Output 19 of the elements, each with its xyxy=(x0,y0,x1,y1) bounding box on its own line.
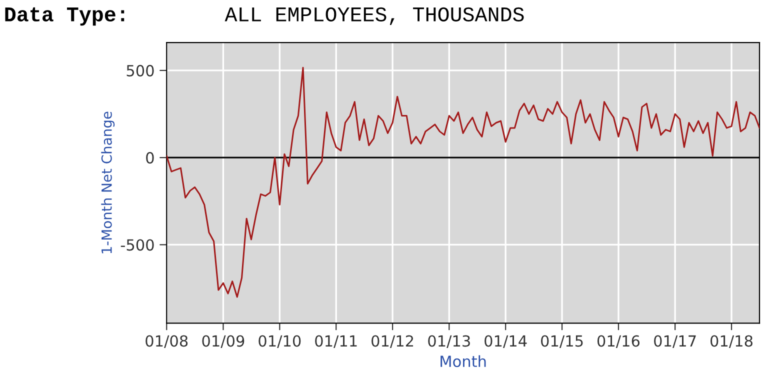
x-tick-label: 01/11 xyxy=(315,335,357,348)
x-tick-label: 01/16 xyxy=(597,335,640,348)
x-tick-label: 01/08 xyxy=(146,335,188,348)
x-tick-label: 01/18 xyxy=(710,335,752,348)
x-tick-label: 01/17 xyxy=(654,335,696,348)
x-tick-label: 01/09 xyxy=(202,335,244,348)
y-tick-label: 500 xyxy=(126,64,154,76)
line-series xyxy=(166,66,760,298)
x-tick-label: 01/15 xyxy=(541,335,583,348)
x-tick-label: 01/12 xyxy=(372,335,414,348)
y-tick-label: -500 xyxy=(120,239,154,251)
x-tick-label: 01/14 xyxy=(484,335,527,348)
x-tick-label: 01/13 xyxy=(428,335,470,348)
chart-subtitle: ALL EMPLOYEES, THOUSANDS xyxy=(224,7,524,25)
y-axis-title: 1-Month Net Change xyxy=(101,112,115,254)
x-tick-label: 01/10 xyxy=(258,335,301,348)
chart-title: Data Type: xyxy=(5,7,124,26)
x-axis-title: Month xyxy=(440,355,486,368)
y-tick-label: 0 xyxy=(146,152,154,164)
